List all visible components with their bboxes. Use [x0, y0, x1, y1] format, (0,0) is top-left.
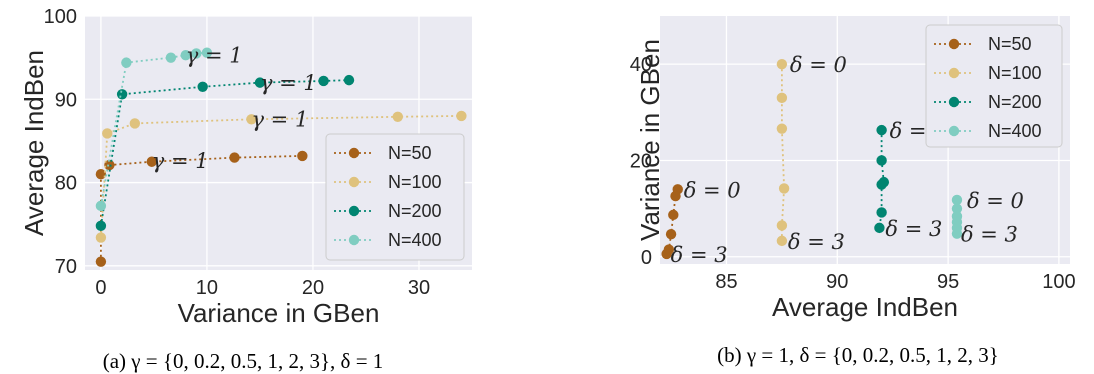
data-point-n400: [191, 48, 202, 59]
x-tick-label: 100: [1042, 271, 1075, 293]
y-axis-label: Average IndBen: [19, 50, 49, 236]
x-axis-label: Average IndBen: [772, 292, 958, 322]
x-tick-label: 20: [302, 277, 324, 299]
legend-box: [325, 133, 465, 261]
data-point-n100: [776, 123, 788, 134]
x-tick-label: 90: [826, 271, 848, 293]
data-point-n50: [297, 150, 308, 162]
data-point-n50: [229, 152, 240, 163]
data-point-n100: [776, 92, 788, 104]
x-tick-label: 0: [95, 277, 106, 299]
y-tick-label: 100: [44, 6, 77, 28]
data-point-n50: [104, 159, 115, 171]
data-point-n100: [456, 110, 467, 122]
data-point-n400: [951, 194, 963, 206]
annotation-label: γ = 1: [152, 149, 209, 173]
legend-marker-n400: [348, 234, 360, 246]
data-point-n200: [876, 207, 887, 218]
data-point-n50: [661, 248, 672, 260]
legend-marker-n100: [348, 176, 360, 188]
data-point-n400: [95, 200, 107, 212]
data-point-n400: [180, 49, 191, 61]
legend-marker-n50: [948, 38, 960, 50]
legend-label-n100: N=100: [388, 172, 442, 192]
y-tick-label: 80: [55, 173, 77, 195]
data-point-n200: [343, 74, 355, 86]
data-point-n100: [776, 220, 788, 231]
y-tick-label: 0: [641, 247, 652, 269]
annotation-label: δ = 0: [684, 178, 741, 202]
data-point-n400: [121, 57, 132, 68]
data-point-n100: [776, 235, 788, 247]
legend-label-n100: N=100: [988, 63, 1042, 83]
data-point-n400: [201, 47, 213, 58]
legend-label-n50: N=50: [388, 143, 432, 163]
data-point-n100: [776, 58, 788, 70]
data-point-n100: [778, 183, 790, 194]
x-tick-label: 30: [408, 277, 430, 299]
y-tick-label: 20: [630, 150, 652, 172]
annotation-label: δ = 3: [671, 243, 728, 267]
annotation-label: δ = 0: [790, 53, 847, 77]
legend-box: [925, 24, 1063, 148]
annotation-label: δ = 3: [788, 230, 845, 254]
data-point-n400: [951, 203, 963, 214]
data-point-n200: [95, 220, 107, 232]
legend-label-n400: N=400: [988, 121, 1042, 141]
data-point-n100: [129, 118, 141, 129]
data-point-n200: [876, 155, 887, 166]
x-tick-label: 95: [937, 271, 959, 293]
data-point-n100: [246, 114, 257, 125]
data-point-n100: [102, 128, 113, 139]
data-point-n50: [665, 228, 677, 240]
legend-label-n50: N=50: [988, 34, 1032, 54]
data-point-n100: [392, 111, 403, 122]
y-axis-label: Variance in GBen: [635, 39, 665, 241]
data-point-n100: [95, 232, 107, 243]
legend-marker-n50: [348, 147, 360, 159]
annotation-label: γ = 1: [251, 107, 308, 131]
data-point-n50: [95, 256, 107, 267]
x-tick-label: 85: [715, 271, 737, 293]
data-point-n400: [951, 228, 963, 239]
data-point-n50: [670, 190, 681, 202]
series-line-n100: [100, 115, 462, 238]
y-tick-label: 90: [55, 89, 77, 111]
data-point-n50: [668, 209, 679, 221]
figure-caption: (b) γ = 1, δ = {0, 0.2, 0.5, 1, 2, 3}: [717, 343, 999, 367]
x-tick-label: 10: [196, 277, 218, 299]
series-line-n200: [100, 79, 350, 227]
data-point-n200: [116, 89, 128, 100]
annotation-label: δ = 0: [967, 189, 1024, 213]
annotation-label: γ = 1: [186, 43, 243, 67]
legend-marker-n200: [348, 205, 360, 217]
data-point-n50: [146, 156, 157, 167]
chart-panel-a: 0 10 20 30 70 80 90 100 Variance in GBen Average …: [19, 6, 472, 373]
data-point-n200: [197, 81, 208, 92]
data-point-n200: [876, 179, 887, 190]
y-tick-label: 40: [630, 54, 652, 76]
data-point-n200: [254, 77, 266, 88]
data-point-n200: [874, 222, 885, 234]
legend-label-n200: N=200: [988, 92, 1042, 112]
data-point-n50: [95, 169, 107, 180]
series-line-n50: [100, 155, 303, 262]
data-point-n200: [876, 124, 887, 136]
y-tick-label: 70: [55, 256, 77, 278]
annotation-label: δ = 3: [961, 223, 1018, 247]
data-point-n400: [165, 52, 177, 63]
data-point-n200: [318, 75, 329, 87]
series-line-n400: [100, 51, 207, 207]
figure-caption: (a) γ = {0, 0.2, 0.5, 1, 2, 3}, δ = 1: [103, 349, 384, 373]
legend-marker-n100: [948, 67, 960, 79]
legend-marker-n200: [948, 96, 960, 108]
annotation-label: δ = 3: [885, 217, 942, 241]
annotation-label: γ = 1: [260, 71, 317, 95]
legend-label-n200: N=200: [388, 201, 442, 221]
chart-panel-b: 85 90 95 100 0 20 40 Average IndBen Variance in …: [630, 16, 1076, 367]
legend-label-n400: N=400: [388, 230, 442, 250]
legend-marker-n400: [948, 125, 960, 137]
x-axis-label: Variance in GBen: [178, 298, 380, 328]
